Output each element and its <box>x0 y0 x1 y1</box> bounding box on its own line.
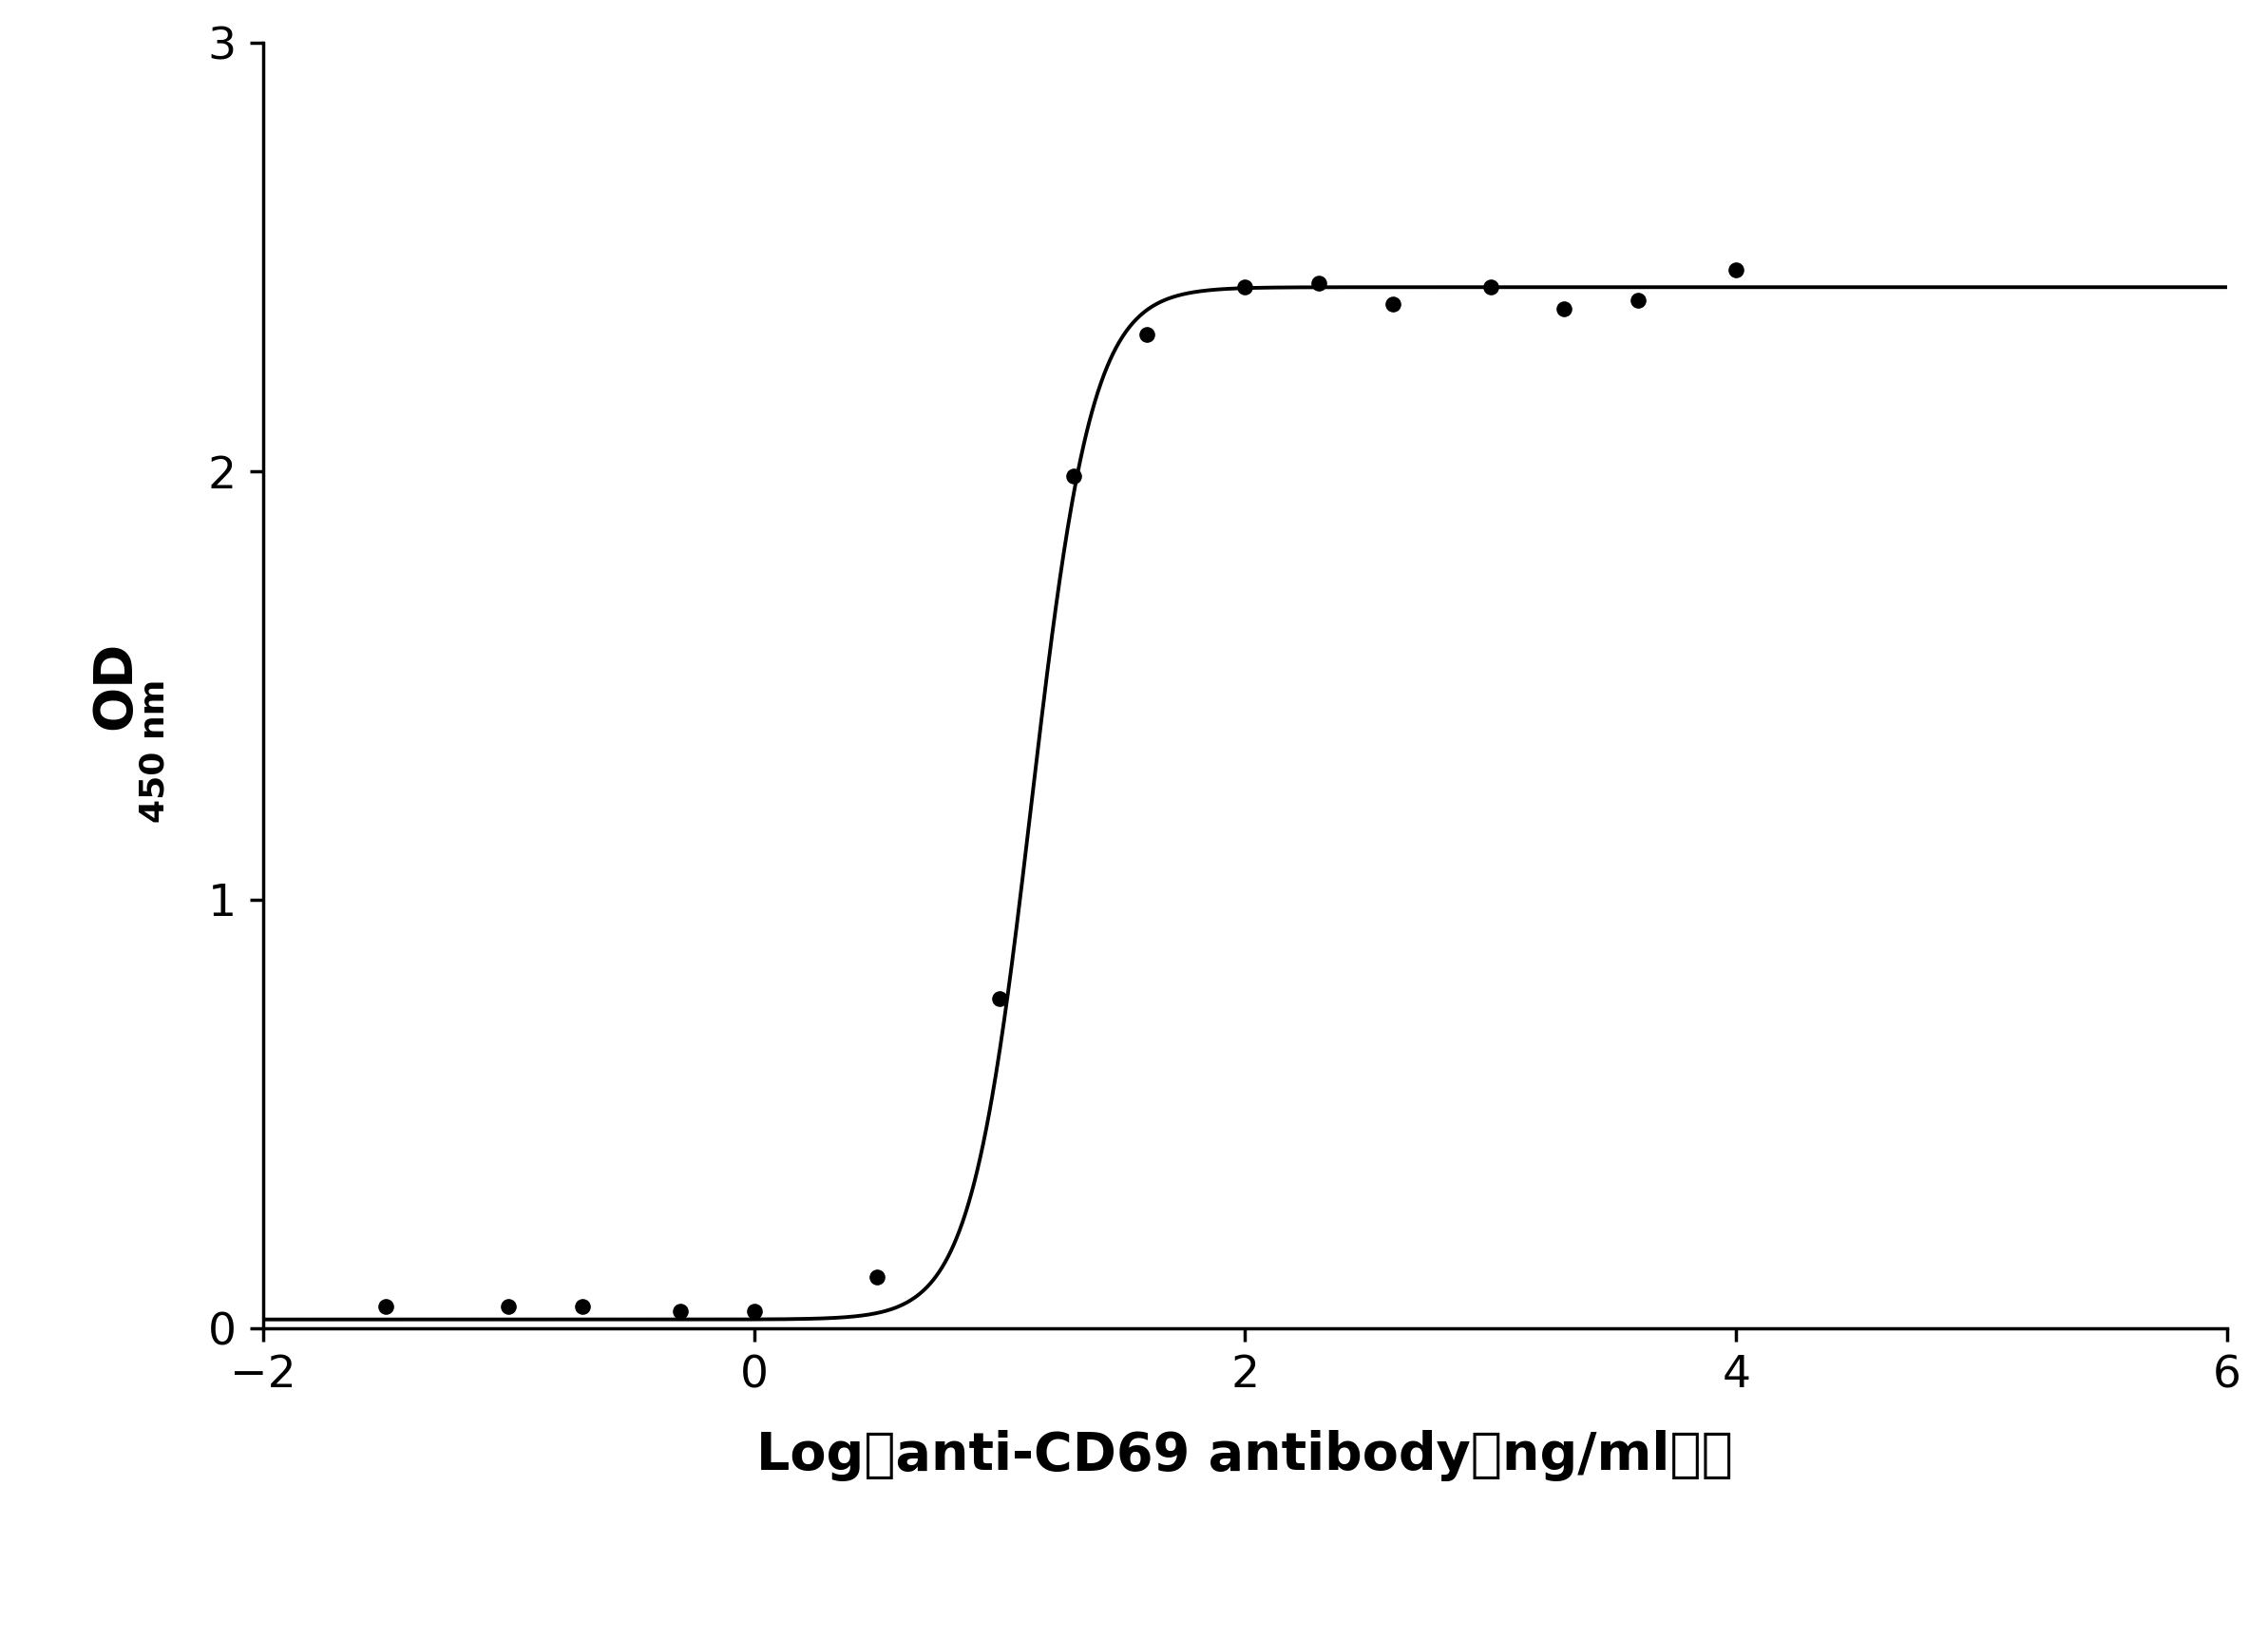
Point <box>1472 274 1508 300</box>
Point <box>982 985 1018 1011</box>
Point <box>735 1298 771 1324</box>
Point <box>860 1264 896 1290</box>
Point <box>490 1293 526 1319</box>
Point <box>1227 274 1263 300</box>
Point <box>662 1298 699 1324</box>
Point <box>1129 321 1166 347</box>
Text: OD: OD <box>91 641 141 729</box>
Text: 450 nm: 450 nm <box>138 679 170 823</box>
Point <box>1619 287 1656 313</box>
Point <box>1300 270 1336 297</box>
Point <box>1719 257 1755 284</box>
Point <box>367 1293 404 1319</box>
Point <box>1547 295 1583 321</box>
Point <box>1055 462 1091 488</box>
Point <box>1374 292 1411 318</box>
X-axis label: Log（anti-CD69 antibody（ng/ml））: Log（anti-CD69 antibody（ng/ml）） <box>758 1431 1733 1482</box>
Point <box>565 1293 601 1319</box>
